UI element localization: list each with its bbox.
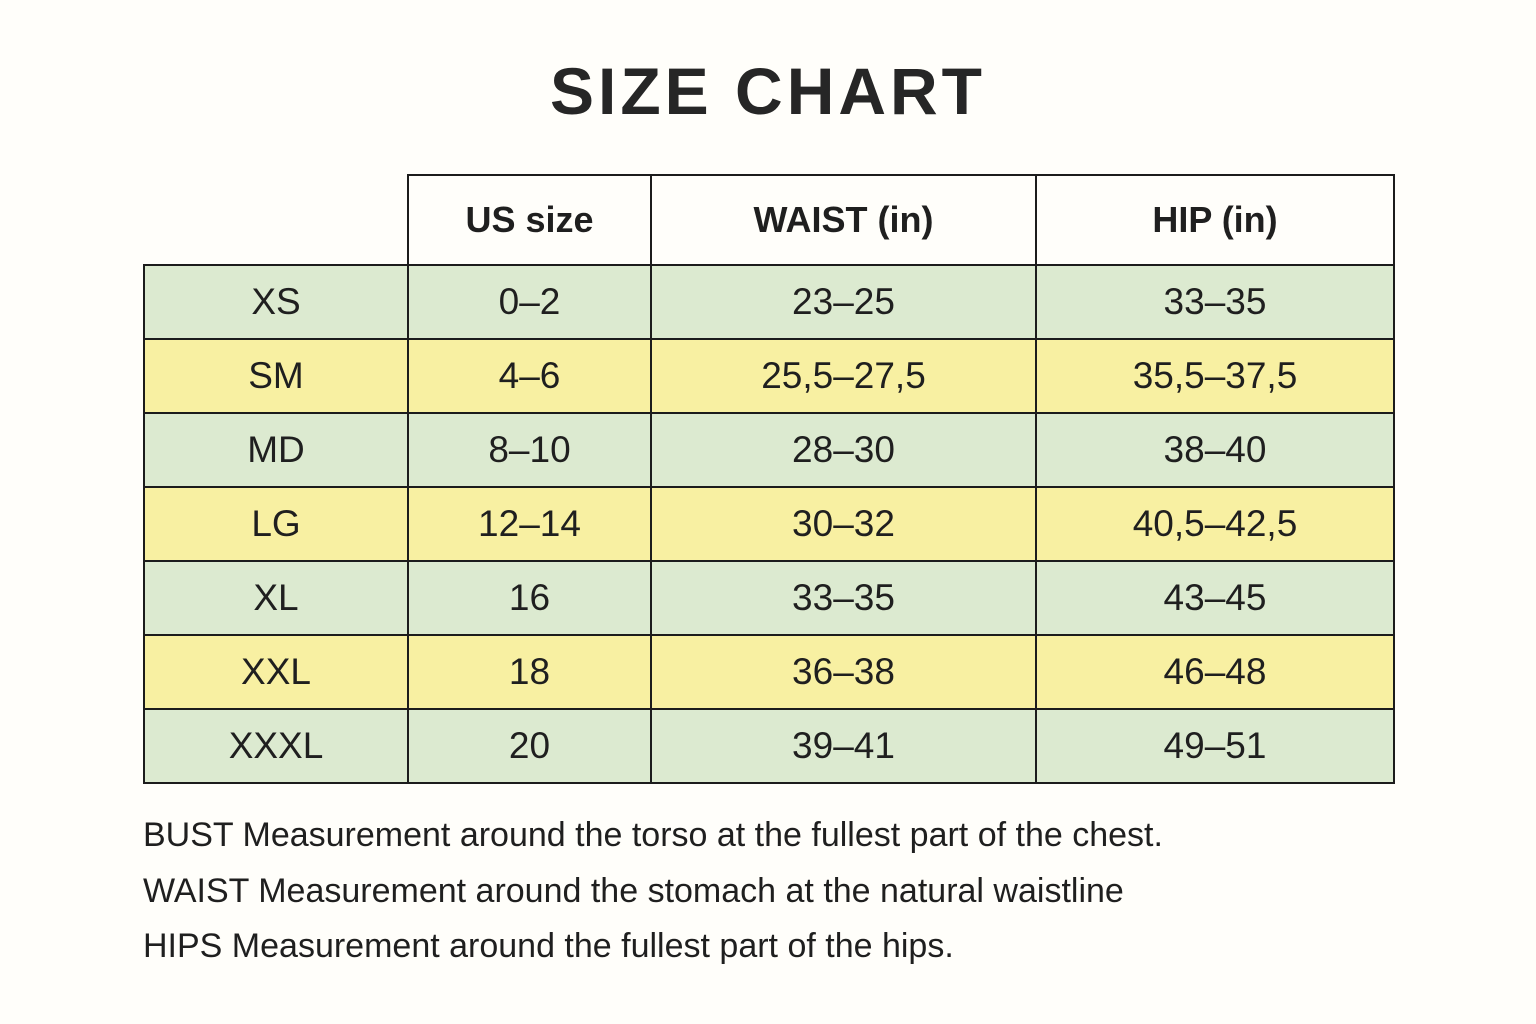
size-chart-table: US size WAIST (in) HIP (in) XS 0–2 23–25 33–3… — [143, 174, 1395, 784]
note-waist: WAIST Measurement around the stomach at … — [143, 871, 1124, 910]
table-row: LG 12–14 30–32 40,5–42,5 — [143, 486, 1395, 562]
size-label-cell: LG — [143, 486, 409, 562]
table-row: MD 8–10 28–30 38–40 — [143, 412, 1395, 488]
value-cell: 46–48 — [1035, 634, 1395, 710]
value-cell: 33–35 — [650, 560, 1037, 636]
table-header-row: US size WAIST (in) HIP (in) — [144, 174, 1395, 266]
page-title: SIZE CHART — [550, 54, 986, 128]
value-cell: 36–38 — [650, 634, 1037, 710]
value-cell: 33–35 — [1035, 264, 1395, 340]
note-hips: HIPS Measurement around the fullest part… — [143, 927, 954, 966]
size-label-cell: MD — [143, 412, 409, 488]
value-cell: 40,5–42,5 — [1035, 486, 1395, 562]
value-cell: 49–51 — [1035, 708, 1395, 784]
column-header: US size — [407, 174, 652, 266]
value-cell: 38–40 — [1035, 412, 1395, 488]
table-header: US size WAIST (in) HIP (in) — [144, 174, 1395, 266]
table-body: XS 0–2 23–25 33–35 SM 4–6 25,5–27,5 35,5–37,5 MD… — [143, 264, 1395, 784]
value-cell: 20 — [407, 708, 652, 784]
size-label-cell: XXXL — [143, 708, 409, 784]
value-cell: 25,5–27,5 — [650, 338, 1037, 414]
value-cell: 18 — [407, 634, 652, 710]
header-corner-cell — [144, 175, 408, 265]
value-cell: 16 — [407, 560, 652, 636]
value-cell: 4–6 — [407, 338, 652, 414]
value-cell: 35,5–37,5 — [1035, 338, 1395, 414]
value-cell: 39–41 — [650, 708, 1037, 784]
value-cell: 43–45 — [1035, 560, 1395, 636]
table-row: XS 0–2 23–25 33–35 — [143, 264, 1395, 340]
value-cell: 8–10 — [407, 412, 652, 488]
value-cell: 0–2 — [407, 264, 652, 340]
table-row: XXXL 20 39–41 49–51 — [143, 708, 1395, 784]
column-header: WAIST (in) — [650, 174, 1037, 266]
size-label-cell: XXL — [143, 634, 409, 710]
value-cell: 23–25 — [650, 264, 1037, 340]
size-label-cell: SM — [143, 338, 409, 414]
table-row: XL 16 33–35 43–45 — [143, 560, 1395, 636]
value-cell: 30–32 — [650, 486, 1037, 562]
value-cell: 12–14 — [407, 486, 652, 562]
value-cell: 28–30 — [650, 412, 1037, 488]
measurement-notes: BUST Measurement around the torso at the… — [143, 816, 1536, 966]
note-bust: BUST Measurement around the torso at the… — [143, 816, 1163, 854]
table-row: XXL 18 36–38 46–48 — [143, 634, 1395, 710]
column-header: HIP (in) — [1035, 174, 1395, 266]
size-label-cell: XL — [143, 560, 409, 636]
size-label-cell: XS — [143, 264, 409, 340]
table-row: SM 4–6 25,5–27,5 35,5–37,5 — [143, 338, 1395, 414]
